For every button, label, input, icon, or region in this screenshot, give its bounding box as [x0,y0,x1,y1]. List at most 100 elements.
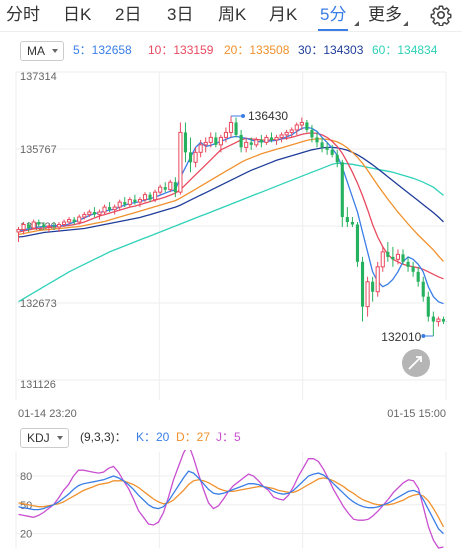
candle [92,207,96,218]
candle-body [193,151,198,163]
candle [335,149,339,168]
tab-timeshare[interactable]: 分时 [6,5,40,24]
kdj-indicator-select[interactable]: KDJ [20,428,69,448]
tab-monthly-k[interactable]: 月K [269,5,298,24]
candle-body [188,152,193,163]
period-tab-bar: 分时 日K 2日 3日 周K 月K 5分 更多 [0,0,462,31]
ma-caret-icon [52,49,58,53]
candle-body [133,199,137,203]
candle-body [153,191,158,201]
candle-body [16,228,21,233]
candle-body [284,131,289,136]
tab-more[interactable]: 更多 [368,5,402,24]
candle-body [421,281,425,297]
candle [365,276,370,317]
candle [203,137,208,153]
candle [305,119,309,133]
candle [299,117,304,130]
candle [269,132,274,143]
candle-body [228,121,234,133]
price-tick-label: 137314 [20,71,57,83]
candle-body [214,137,218,145]
candle-body [46,225,51,228]
candle-body [441,319,446,322]
candle [244,137,249,153]
candle [16,226,21,242]
candle [102,204,107,215]
candle-body [52,226,56,227]
gear-icon[interactable] [430,4,452,26]
candle-body [112,206,117,211]
time-label-end: 01-15 15:00 [387,408,446,420]
candle [228,116,234,138]
tab-2day[interactable]: 2日 [115,5,142,24]
candle-body [158,186,163,193]
candle-body [218,136,223,146]
candle-body [183,132,188,153]
candle-body [360,261,365,307]
tab-more-triangle-icon [403,21,408,26]
candle-body [375,266,380,293]
candle-body [254,139,259,146]
candle-body [436,318,441,323]
candle [142,192,148,203]
candle-body [335,154,339,163]
candle [254,137,259,148]
tab-daily-k[interactable]: 日K [63,5,92,24]
candle-body [391,256,395,260]
candle [345,207,349,227]
candle [158,184,163,195]
candle [406,256,410,272]
ma-indicator-label: MA [27,44,45,58]
candle-body [330,149,334,155]
candle-body [178,131,183,193]
candle-body [355,224,360,262]
candle-body [365,281,370,308]
ma-indicator-select[interactable]: MA [20,41,64,61]
candle-body [208,136,213,143]
candle [325,142,329,155]
candle [148,192,152,203]
tab-3day[interactable]: 3日 [167,5,194,24]
kdj-d-line [18,477,445,528]
ma30-line [18,146,444,238]
candle-body [72,219,76,223]
candle [31,219,36,230]
kdj-tick-label: 80 [20,471,32,483]
candle [350,217,354,227]
kdj-j-line [18,450,444,549]
candle [133,194,137,205]
candle-body [67,219,72,223]
arrow-icon [408,356,422,370]
candle-body [380,251,385,268]
time-label-start: 01-14 23:20 [18,408,77,420]
candle-body [97,211,102,216]
candle-body [102,206,107,213]
ma10-value: 10：133159 [148,43,214,57]
candle [82,212,87,220]
candle-body [108,207,112,210]
candle-body [350,222,354,225]
candle-body [401,254,405,262]
candle-body [249,142,253,145]
candle [21,222,26,235]
candle [330,144,334,158]
candle [163,182,167,193]
price-tick-label: 131126 [20,379,56,391]
candle [178,122,183,195]
tab-5min[interactable]: 5分 [320,5,347,24]
candle-body [294,124,299,131]
candle [112,204,117,215]
candle [223,127,229,143]
candlestick-chart[interactable]: 1373141357671342201326731311261364301320… [0,60,462,420]
candle [193,147,198,168]
kdj-k-value: K：20 [136,430,170,444]
candle-body [198,144,203,153]
tab-weekly-k[interactable]: 周K [218,5,247,24]
candle-body [117,201,122,208]
kdj-j-value: J：5 [216,430,241,444]
candle-body [82,214,87,218]
candle [117,199,122,210]
candle-body [234,122,238,135]
